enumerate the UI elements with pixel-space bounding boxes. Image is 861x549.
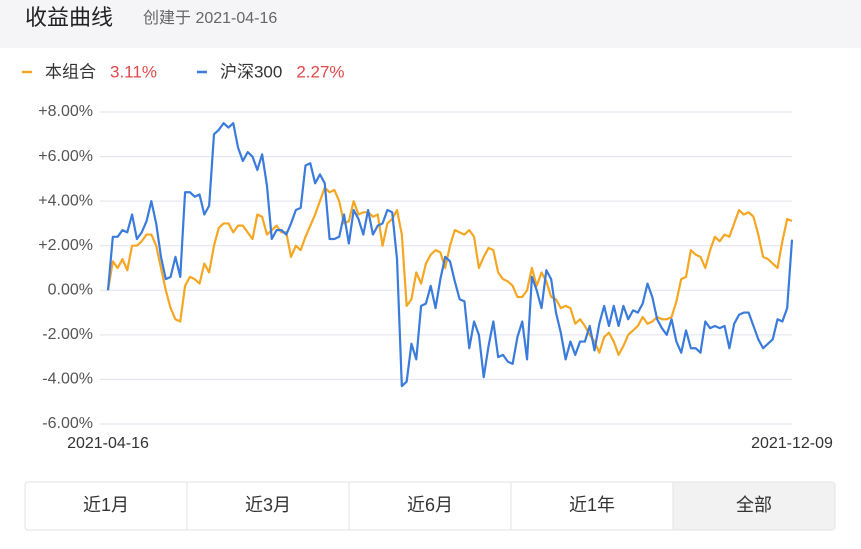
series-line [106,122,794,388]
y-tick-label: -4.00% [42,371,93,388]
y-tick-label: -2.00% [42,326,93,343]
tabs: 近1月 近3月 近6月 近1年 全部 [83,482,835,530]
y-tick-label: +8.00% [38,103,93,120]
chart: 本组合 3.11% 沪深300 2.27% -6.00% -4.00% -2.00% 0.00… [22,62,833,452]
header-subtitle: 创建于 2021-04-16 [143,9,277,27]
x-tick-label: 2021-12-09 [751,435,833,452]
legend-label: 沪深300 [220,62,282,81]
tab-label[interactable]: 全部 [736,495,772,515]
header-title: 收益曲线 [25,5,113,30]
legend-return: 3.11% [110,62,157,81]
y-tick-label: 0.00% [48,282,93,299]
x-tick-label: 2021-04-16 [67,435,149,452]
tab-label[interactable]: 近3月 [245,495,291,515]
header-bg [0,0,861,48]
tab-label[interactable]: 近1年 [569,495,615,515]
y-tick-label: +6.00% [38,148,93,165]
legend-return: 2.27% [296,62,344,81]
legend-label: 本组合 [45,62,96,81]
tab-label[interactable]: 近1月 [83,495,129,515]
y-tick-label: +2.00% [38,237,93,254]
y-tick-label: +4.00% [38,192,93,209]
tab-bar [24,481,836,531]
series-line [106,186,793,357]
tab-selected-bg [673,482,835,530]
y-tick-label: -6.00% [42,415,93,432]
tab-label[interactable]: 近6月 [407,495,453,515]
